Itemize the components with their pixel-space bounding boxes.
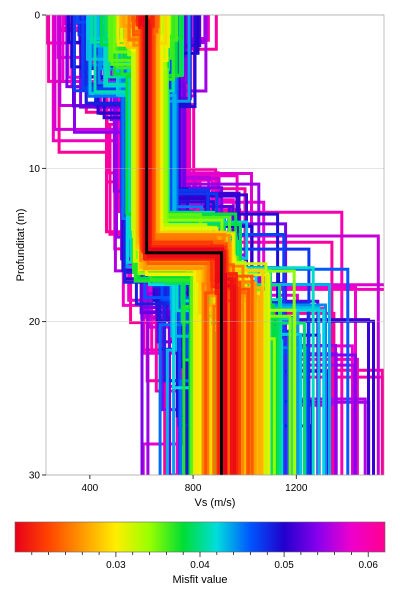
x-tick-label: 1200 — [285, 483, 308, 494]
y-tick-label: 20 — [29, 317, 41, 328]
colorbar-ticks: 0.03 0.04 0.05 0.06 — [31, 552, 378, 571]
x-tick-label: 800 — [185, 483, 202, 494]
colorbar-tick-label: 0.06 — [358, 560, 378, 571]
x-axis-ticks: 400 800 1200 — [82, 475, 308, 494]
model-profile — [84, 15, 242, 475]
y-axis-ticks: 0 10 20 30 — [29, 11, 46, 482]
colorbar-tick-label: 0.04 — [190, 560, 210, 571]
y-tick-label: 0 — [34, 11, 40, 22]
colorbar-tick-label: 0.03 — [106, 560, 126, 571]
plot-frame — [45, 14, 385, 476]
colorbar-tick-label: 0.05 — [274, 560, 294, 571]
model-profile — [143, 15, 227, 475]
colorbar — [14, 521, 386, 553]
x-tick-label: 400 — [82, 483, 99, 494]
best-model-line — [145, 15, 223, 475]
x-axis-label: Vs (m/s) — [195, 497, 236, 509]
y-tick-label: 30 — [29, 471, 41, 482]
y-axis-label: Profunditat (m) — [15, 209, 27, 282]
colorbar-label: Misfit value — [172, 574, 227, 586]
y-tick-label: 10 — [29, 164, 41, 175]
best-model-profile — [145, 15, 223, 475]
